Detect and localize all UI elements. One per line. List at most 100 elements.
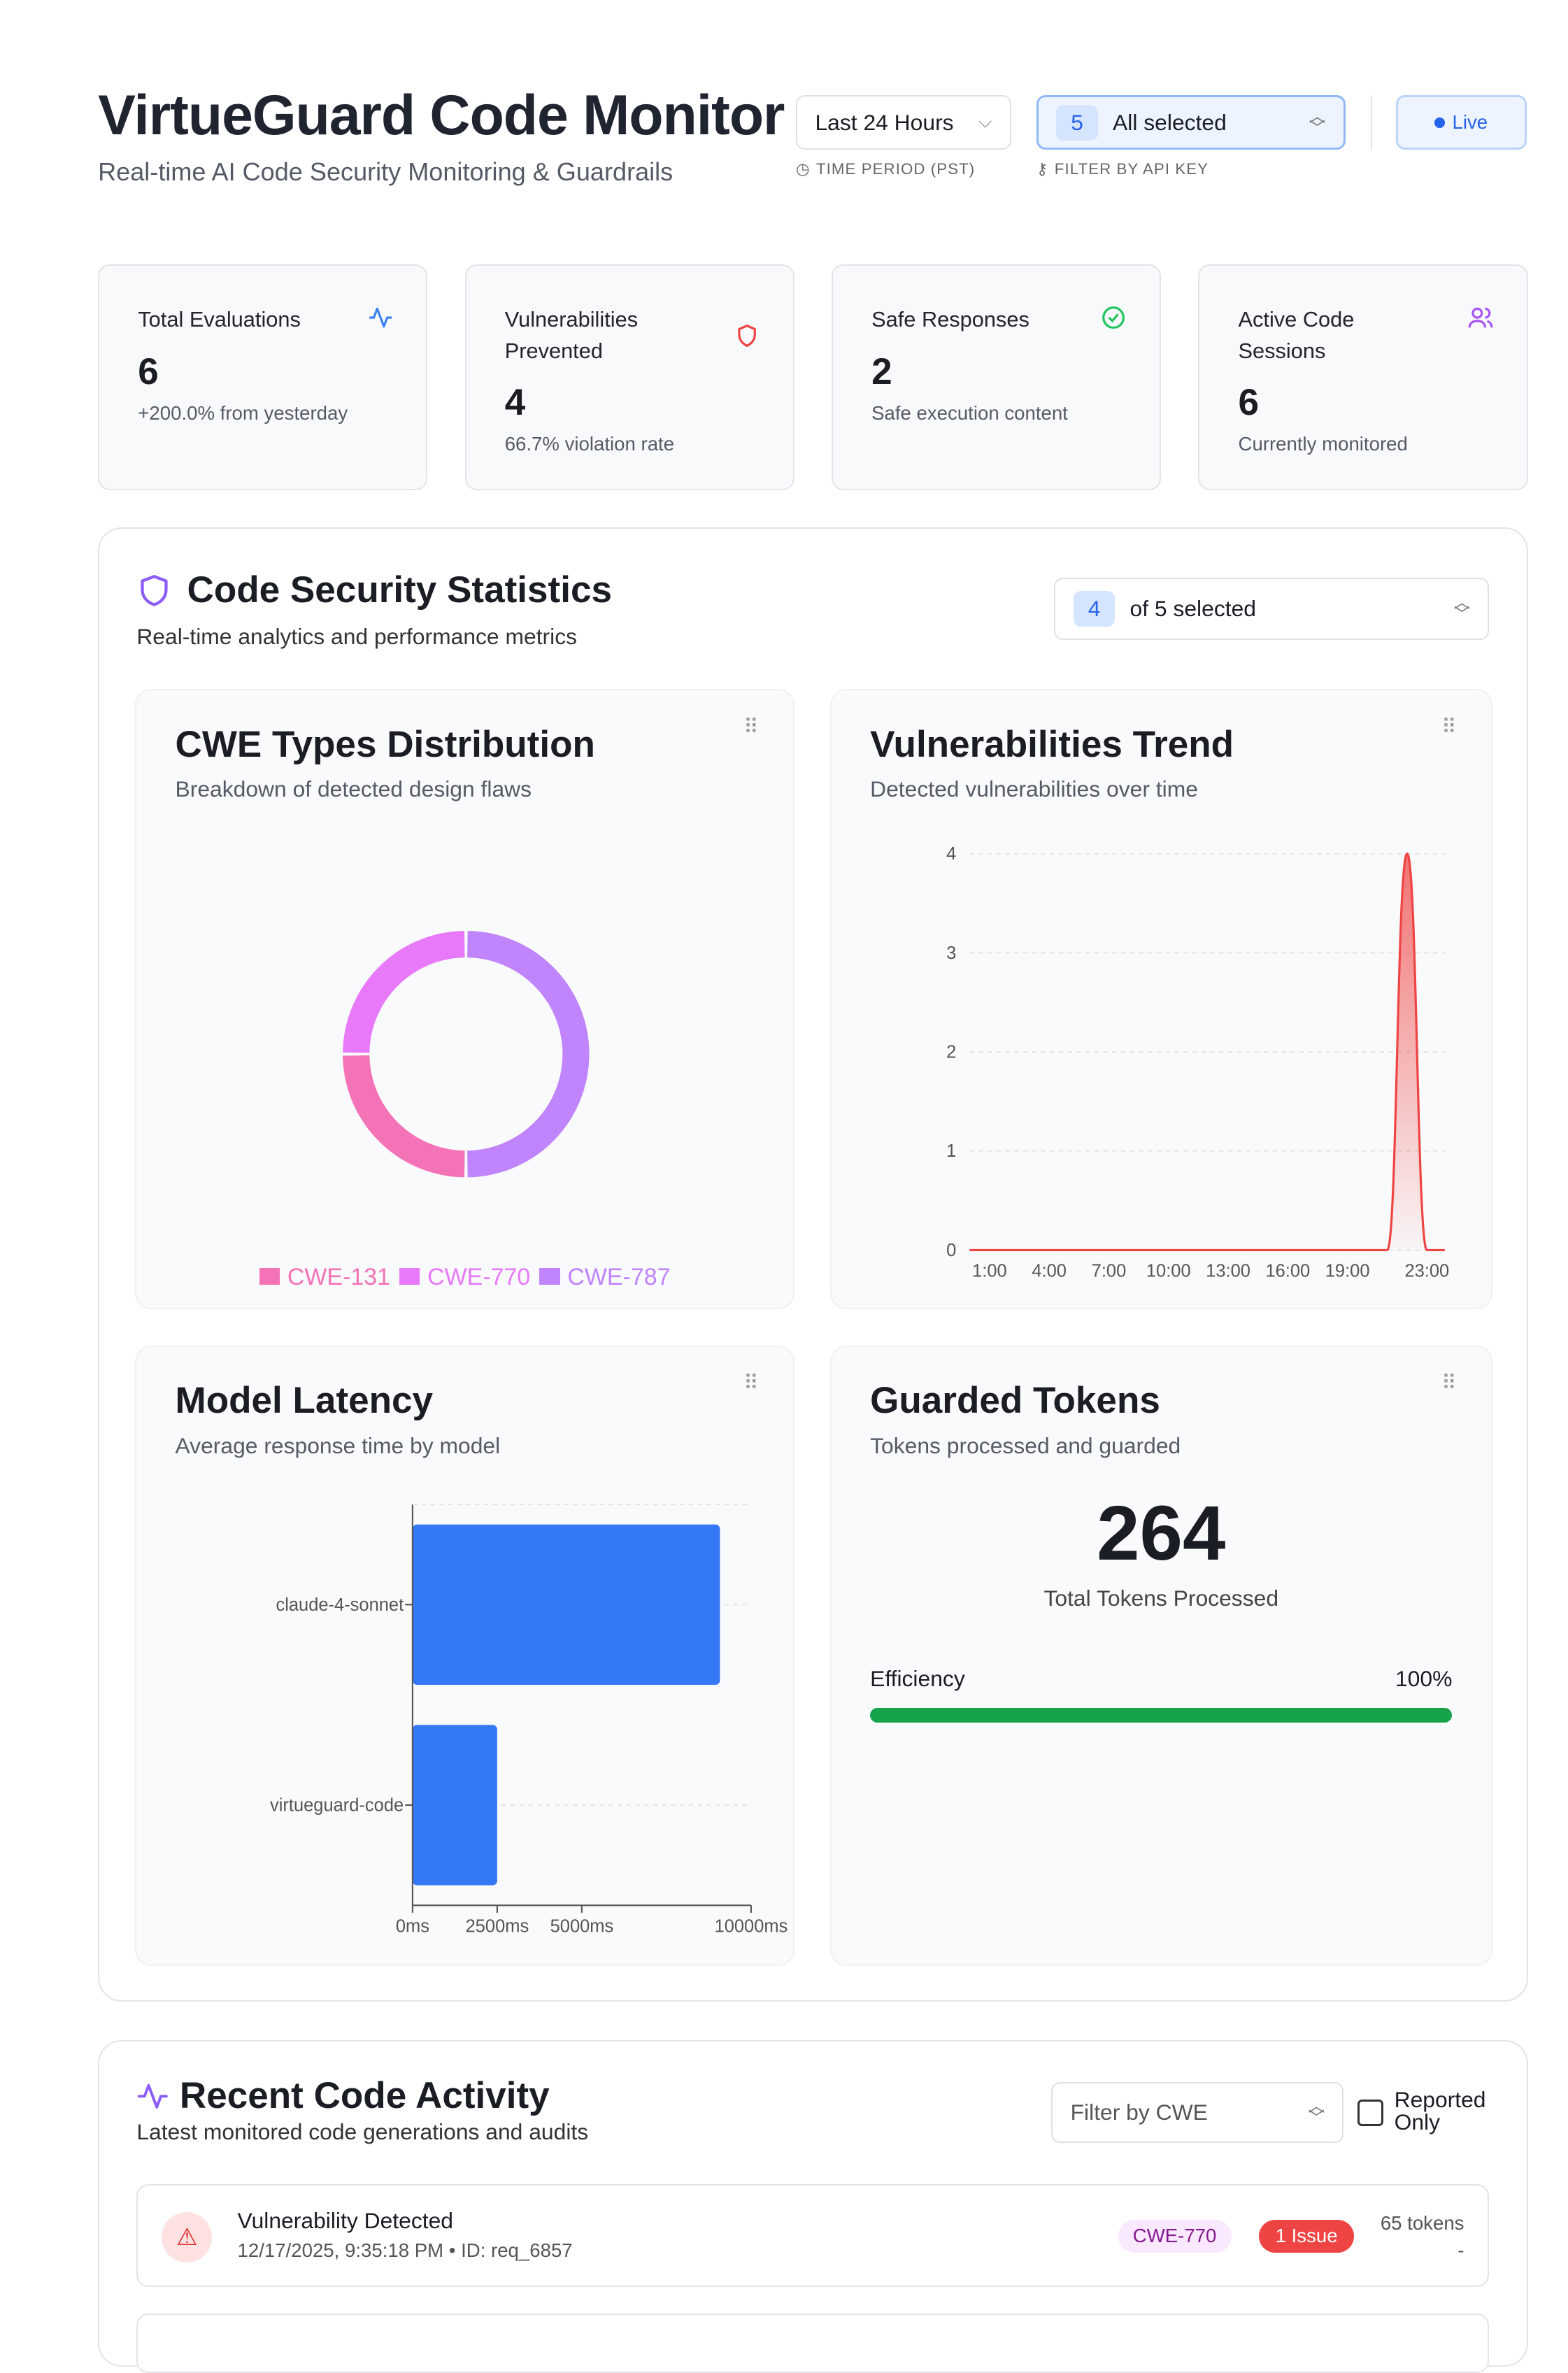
stat-card: Active Code Sessions 6 Currently monitored bbox=[1198, 264, 1527, 490]
chart-legend: CWE-131 CWE-770 CWE-787 bbox=[136, 1264, 792, 1291]
activity-item-meta: 12/17/2025, 9:35:18 PM • ID: req_6857 bbox=[238, 2239, 573, 2262]
page-title: VirtueGuard Code Monitor bbox=[98, 83, 784, 148]
stat-card: Safe Responses 2 Safe execution content bbox=[832, 264, 1161, 490]
reported-only-checkbox[interactable] bbox=[1357, 2100, 1384, 2126]
donut-slice-CWE-770[interactable] bbox=[357, 944, 465, 1053]
item-extra: - bbox=[1457, 2239, 1464, 2262]
shield-icon bbox=[136, 573, 172, 609]
shield-icon bbox=[734, 322, 760, 349]
api-key-filter-select[interactable]: 5 All selected ︿﹀ bbox=[1036, 95, 1346, 150]
live-button[interactable]: Live bbox=[1396, 95, 1527, 150]
stat-label: Vulnerabilities Prevented bbox=[505, 304, 713, 366]
bar-claude-4-sonnet[interactable] bbox=[413, 1524, 720, 1684]
activity-icon bbox=[367, 304, 394, 331]
statistics-subtitle: Real-time analytics and performance metr… bbox=[136, 624, 577, 650]
selected-count-badge: 5 bbox=[1056, 105, 1097, 141]
live-dot-icon bbox=[1434, 117, 1445, 128]
x-tick-label: 4:00 bbox=[1032, 1262, 1067, 1281]
stat-value: 2 bbox=[871, 350, 1121, 393]
tokens-label: Total Tokens Processed bbox=[832, 1585, 1491, 1611]
cwe-filter-select[interactable]: Filter by CWE ︿﹀ bbox=[1051, 2082, 1344, 2143]
vulnerabilities-trend-card: Vulnerabilities Trend Detected vulnerabi… bbox=[832, 690, 1491, 1308]
bar-virtueguard-code[interactable] bbox=[413, 1725, 497, 1885]
stat-sub: Currently monitored bbox=[1239, 433, 1488, 455]
chevron-up-down-icon: ︿﹀ bbox=[1309, 111, 1325, 134]
y-tick-label: claude-4-sonnet bbox=[276, 1595, 404, 1614]
legend-label: CWE-770 bbox=[427, 1264, 530, 1290]
legend-swatch bbox=[399, 1268, 420, 1284]
activity-title: Recent Code Activity bbox=[180, 2074, 550, 2117]
model-latency-card: Model Latency Average response time by m… bbox=[136, 1347, 792, 1965]
donut-chart bbox=[136, 690, 792, 1308]
legend-swatch bbox=[539, 1268, 560, 1284]
chevron-up-down-icon: ︿﹀ bbox=[1309, 2100, 1325, 2124]
warning-icon: ⚠ bbox=[162, 2212, 212, 2262]
stat-value: 6 bbox=[138, 350, 387, 393]
stat-sub: 66.7% violation rate bbox=[505, 433, 755, 455]
stat-label: Total Evaluations bbox=[138, 304, 345, 336]
guarded-tokens-card: Guarded Tokens Tokens processed and guar… bbox=[832, 1347, 1491, 1965]
donut-slice-CWE-787[interactable] bbox=[468, 944, 576, 1164]
time-period-value: Last 24 Hours bbox=[815, 110, 953, 136]
x-tick-label: 13:00 bbox=[1206, 1262, 1250, 1281]
key-icon: ⚷ bbox=[1036, 160, 1048, 178]
efficiency-progress-fill bbox=[870, 1708, 1452, 1723]
page-subtitle: Real-time AI Code Security Monitoring & … bbox=[98, 157, 673, 187]
users-icon bbox=[1467, 304, 1494, 331]
stat-card: Total Evaluations 6 +200.0% from yesterday bbox=[98, 264, 427, 490]
legend-item[interactable]: CWE-770 bbox=[399, 1264, 531, 1291]
x-tick-label: 2500ms bbox=[466, 1916, 529, 1936]
token-count: 65 tokens bbox=[1381, 2212, 1464, 2235]
x-tick-label: 0ms bbox=[396, 1916, 429, 1936]
reported-only-label[interactable]: Reported Only bbox=[1395, 2089, 1499, 2134]
stat-value: 4 bbox=[505, 381, 755, 424]
activity-subtitle: Latest monitored code generations and au… bbox=[136, 2119, 588, 2145]
legend-item[interactable]: CWE-787 bbox=[539, 1264, 671, 1291]
legend-swatch bbox=[259, 1268, 280, 1284]
legend-label: CWE-131 bbox=[287, 1264, 390, 1290]
efficiency-label: Efficiency bbox=[870, 1666, 965, 1692]
tokens-value: 264 bbox=[832, 1489, 1491, 1578]
x-tick-label: 7:00 bbox=[1092, 1262, 1127, 1281]
time-period-select[interactable]: Last 24 Hours ⌵ bbox=[796, 95, 1011, 150]
selected-count-badge: 4 bbox=[1074, 591, 1115, 627]
chevron-down-icon: ⌵ bbox=[978, 112, 992, 133]
activity-icon bbox=[136, 2080, 169, 2113]
legend-item[interactable]: CWE-131 bbox=[259, 1264, 391, 1291]
x-tick-label: 10000ms bbox=[715, 1916, 788, 1936]
efficiency-value: 100% bbox=[1395, 1666, 1452, 1692]
time-period-caption: ◷TIME PERIOD (PST) bbox=[796, 160, 975, 178]
legend-label: CWE-787 bbox=[567, 1264, 670, 1290]
chart-selector[interactable]: 4 of 5 selected ︿﹀ bbox=[1054, 578, 1489, 640]
x-tick-label: 16:00 bbox=[1265, 1262, 1310, 1281]
stat-sub: Safe execution content bbox=[871, 402, 1121, 425]
clock-icon: ◷ bbox=[796, 160, 811, 178]
stat-label: Safe Responses bbox=[871, 304, 1079, 336]
stat-card: Vulnerabilities Prevented 4 66.7% violatio… bbox=[465, 264, 794, 490]
y-tick-label: 2 bbox=[946, 1043, 956, 1062]
cwe-badge: CWE-770 bbox=[1118, 2220, 1232, 2253]
cwe-distribution-card: CWE Types Distribution Breakdown of dete… bbox=[136, 690, 792, 1308]
stat-value: 6 bbox=[1239, 381, 1488, 424]
activity-item[interactable]: ⚠ Vulnerability Detected 12/17/2025, 9:3… bbox=[136, 2184, 1489, 2286]
donut-slice-CWE-131[interactable] bbox=[357, 1055, 465, 1164]
api-key-caption: ⚷FILTER BY API KEY bbox=[1036, 160, 1209, 178]
x-tick-label: 23:00 bbox=[1404, 1262, 1449, 1281]
y-tick-label: 0 bbox=[946, 1241, 956, 1260]
stat-label: Active Code Sessions bbox=[1239, 304, 1446, 366]
issue-count-badge: 1 Issue bbox=[1259, 2220, 1354, 2253]
x-tick-label: 19:00 bbox=[1325, 1262, 1370, 1281]
activity-item[interactable] bbox=[136, 2314, 1489, 2373]
drag-handle-icon[interactable]: ⠿ bbox=[1441, 1379, 1455, 1388]
card-title: Guarded Tokens bbox=[870, 1379, 1160, 1422]
x-tick-label: 1:00 bbox=[972, 1262, 1007, 1281]
stat-sub: +200.0% from yesterday bbox=[138, 402, 387, 425]
efficiency-progress-bar bbox=[870, 1708, 1452, 1723]
latency-chart: claude-4-sonnet virtueguard-code 0ms 2500ms… bbox=[136, 1347, 792, 1965]
card-subtitle: Tokens processed and guarded bbox=[870, 1433, 1181, 1459]
y-tick-label: 1 bbox=[946, 1141, 956, 1161]
check-circle-icon bbox=[1100, 304, 1127, 331]
y-tick-label: 3 bbox=[946, 943, 956, 963]
y-tick-label: virtueguard-code bbox=[270, 1795, 404, 1815]
